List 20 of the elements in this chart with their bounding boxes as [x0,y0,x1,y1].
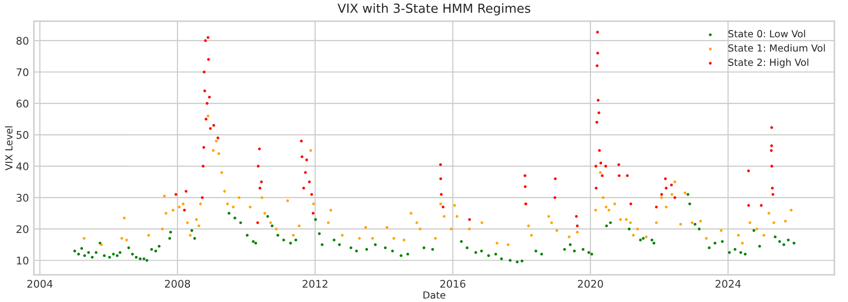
y-tick-label: 10 [16,256,28,264]
y-tick-label: 20 [16,225,28,234]
x-axis-title: Date [424,291,446,299]
legend-label: State 0: Low Vol [728,30,806,38]
legend-label: State 1: Medium Vol [728,44,825,52]
x-tick-label: 2016 [440,280,466,288]
x-tick-label: 2008 [165,280,190,288]
y-tick-label: 30 [16,194,28,202]
x-tick-label: 2012 [302,280,328,288]
y-tick-label: 40 [16,162,28,170]
x-tick-label: 2004 [27,280,53,288]
y-tick-label: 80 [16,36,28,45]
legend-label: State 2: High Vol [728,58,808,68]
chart-title: VIX with 3-State HMM Regimes [338,3,530,16]
y-tick-label: 60 [16,100,28,108]
x-tick-label: 2020 [578,280,603,288]
y-tick-label: 70 [16,68,28,76]
y-axis-title: VIX Level [5,126,13,170]
x-tick-label: 2024 [716,280,741,288]
y-tick-label: 50 [16,131,28,139]
